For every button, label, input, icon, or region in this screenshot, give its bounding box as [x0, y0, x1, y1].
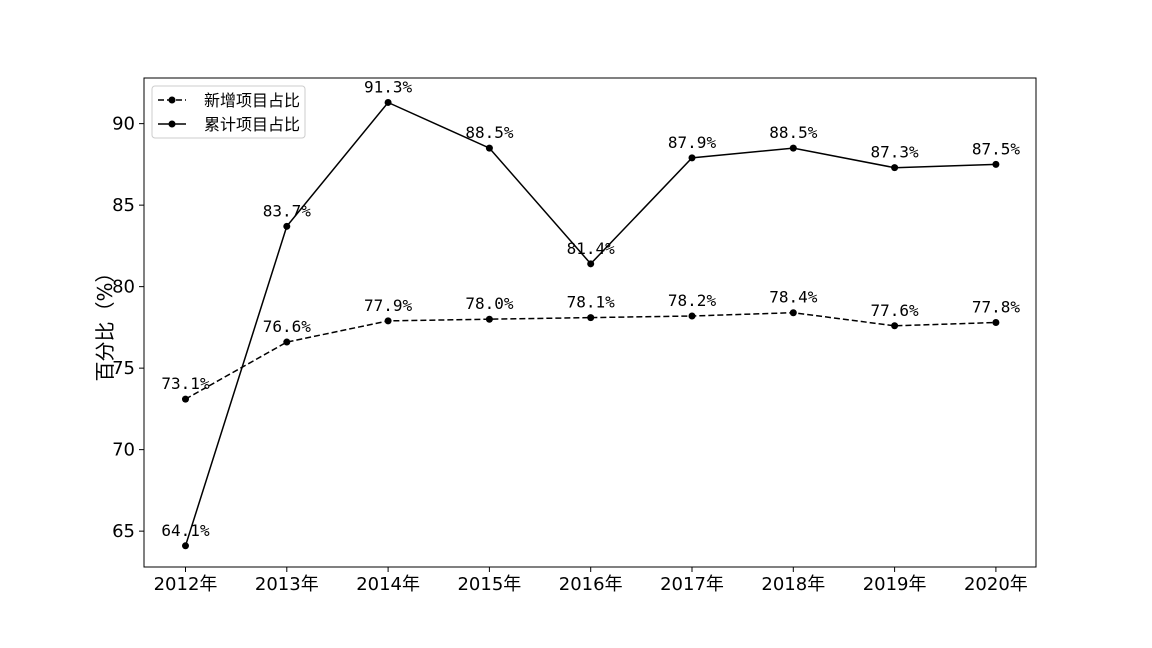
data-label: 87.3% — [871, 143, 920, 162]
x-tick-label: 2019年 — [863, 574, 927, 595]
legend-label: 累计项目占比 — [204, 115, 300, 134]
y-tick-label: 85 — [112, 195, 135, 216]
y-tick-label: 75 — [112, 358, 135, 379]
y-axis: 65 70 75 80 85 90 — [112, 114, 144, 542]
data-label: 78.4% — [769, 288, 818, 307]
y-tick-label: 70 — [112, 440, 135, 461]
x-tick-label: 2013年 — [255, 574, 319, 595]
data-point — [587, 260, 595, 268]
data-label: 83.7% — [263, 201, 312, 220]
x-tick-label: 2017年 — [660, 574, 724, 595]
data-label: 77.6% — [871, 301, 920, 320]
x-axis: 2012年 2013年 2014年 2015年 2016年 2017年 2018年 2019年… — [154, 567, 1028, 595]
data-point — [587, 314, 595, 322]
series-cumulative-projects: 64.1% 83.7% 91.3% 88.5% 81.4% 87.9% 88.5% 87.3%… — [161, 77, 1021, 550]
y-tick-label: 80 — [112, 277, 135, 298]
data-point — [992, 319, 1000, 326]
data-label: 78.1% — [567, 293, 616, 312]
legend-marker — [168, 120, 176, 128]
data-label: 88.5% — [465, 123, 514, 142]
y-tick-label: 90 — [112, 114, 135, 135]
data-point — [283, 222, 291, 230]
data-label: 77.9% — [364, 296, 413, 315]
data-point — [384, 317, 392, 325]
data-point — [789, 309, 797, 317]
legend-marker — [168, 96, 176, 104]
data-label: 87.5% — [972, 139, 1021, 158]
x-tick-label: 2012年 — [154, 574, 218, 595]
x-tick-label: 2014年 — [356, 574, 420, 595]
y-tick-label: 65 — [112, 521, 135, 542]
x-tick-label: 2018年 — [761, 574, 825, 595]
data-label: 77.8% — [972, 298, 1021, 317]
data-label: 64.1% — [161, 521, 210, 540]
data-point — [182, 395, 189, 403]
data-point — [485, 144, 493, 152]
data-point — [992, 160, 1000, 168]
data-point — [283, 338, 291, 346]
x-tick-label: 2015年 — [457, 574, 521, 595]
data-point — [891, 164, 899, 172]
data-label: 76.6% — [263, 317, 312, 336]
data-point — [891, 322, 899, 330]
x-tick-label: 2020年 — [964, 574, 1028, 595]
data-label: 78.0% — [465, 294, 514, 313]
x-tick-label: 2016年 — [559, 574, 623, 595]
y-axis-label: 百分比（%） — [93, 262, 117, 381]
series-layer: 73.1% 76.6% 77.9% 78.0% 78.1% 78.2% 78.4% 77.6%… — [161, 77, 1021, 550]
data-label: 91.3% — [364, 77, 413, 96]
plot-area — [143, 77, 1037, 568]
data-label: 87.9% — [668, 133, 717, 152]
data-point — [789, 144, 797, 152]
data-point — [485, 315, 493, 323]
series-new-projects: 73.1% 76.6% 77.9% 78.0% 78.1% 78.2% 78.4% 77.6%… — [161, 288, 1020, 403]
data-point — [182, 542, 189, 550]
legend-entry: 新增项目占比 — [158, 91, 300, 110]
data-point — [688, 312, 696, 320]
data-point — [688, 154, 696, 162]
data-point — [384, 98, 392, 106]
legend-entry: 累计项目占比 — [158, 115, 300, 134]
data-label: 78.2% — [668, 291, 717, 310]
data-label: 73.1% — [161, 374, 210, 393]
legend-box — [151, 85, 306, 139]
legend-label: 新增项目占比 — [204, 91, 300, 110]
series-line — [185, 311, 996, 400]
data-label: 81.4% — [567, 239, 616, 258]
data-label: 88.5% — [769, 123, 818, 142]
